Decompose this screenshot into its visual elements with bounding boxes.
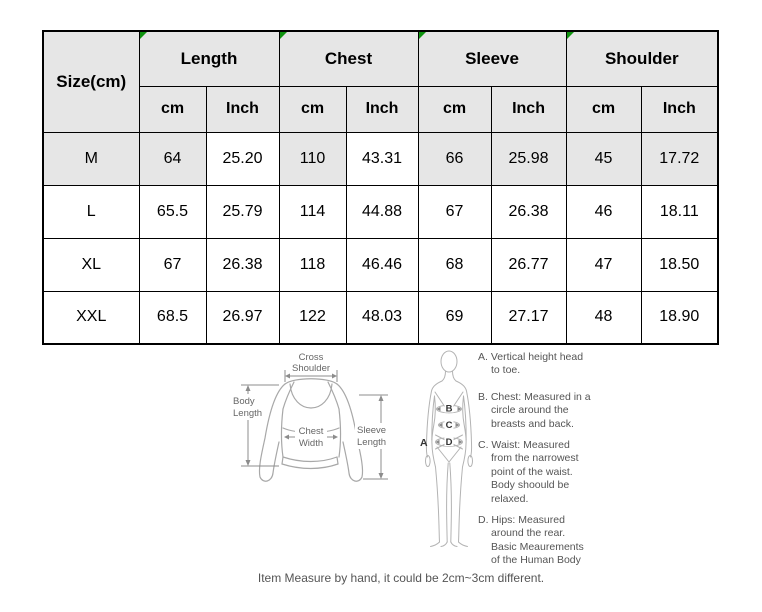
data-cell: 67 bbox=[417, 184, 492, 239]
sleeve-length-label-line2: Length bbox=[357, 437, 386, 448]
data-cell: 26.77 bbox=[490, 237, 567, 292]
shirt-measure-diagram: Cross Shoulder Body Length Chest Width bbox=[232, 352, 391, 482]
data-cell: 26.97 bbox=[205, 290, 280, 345]
col-header-chest-label: Chest bbox=[324, 48, 373, 68]
data-cell: 68.5 bbox=[138, 290, 207, 345]
body-length-label-line2: Length bbox=[233, 408, 262, 419]
data-cell: 67 bbox=[138, 237, 207, 292]
header-row-groups: Size(cm) Length Chest Sleeve Shoulder bbox=[42, 30, 719, 133]
data-cell: 18.11 bbox=[640, 184, 719, 239]
data-cell: 18.90 bbox=[640, 290, 719, 345]
cell-corner-marker bbox=[419, 32, 426, 39]
table-row-xl: XL 67 26.38 118 46.46 68 26.77 47 18.50 bbox=[42, 237, 719, 292]
unit-header-inch: Inch bbox=[640, 85, 719, 133]
data-cell: 48 bbox=[565, 290, 642, 345]
hips-marker-label: D bbox=[446, 437, 453, 448]
data-cell: 46 bbox=[565, 184, 642, 239]
data-cell: 45 bbox=[565, 131, 642, 186]
data-cell: 26.38 bbox=[490, 184, 567, 239]
header-row-units: cm Inch cm Inch cm Inch cm Inch bbox=[43, 85, 719, 133]
chest-width-measure: Chest Width bbox=[284, 425, 338, 449]
cell-corner-marker bbox=[567, 32, 574, 39]
chest-width-label-line1: Chest bbox=[299, 426, 324, 437]
chest-width-label-line2: Width bbox=[299, 438, 323, 449]
body-length-measure: Body Length bbox=[232, 384, 279, 467]
figure-measure-markers: B C D A bbox=[420, 403, 463, 449]
data-cell: 43.31 bbox=[345, 131, 419, 186]
col-header-chest: Chest bbox=[278, 30, 419, 87]
col-header-shoulder: Shoulder bbox=[565, 30, 719, 87]
cell-corner-marker bbox=[280, 32, 287, 39]
data-cell: 66 bbox=[417, 131, 492, 186]
unit-header-inch: Inch bbox=[205, 85, 280, 133]
measure-note-waist: C. Waist: Measured from the narrowest po… bbox=[478, 439, 579, 505]
data-cell: 46.46 bbox=[345, 237, 419, 292]
unit-header-cm: cm bbox=[138, 85, 207, 133]
table-row-xxl: XXL 68.5 26.97 122 48.03 69 27.17 48 18.… bbox=[42, 290, 719, 345]
sleeve-length-label-line1: Sleeve bbox=[357, 425, 386, 436]
size-cell: XXL bbox=[42, 290, 140, 345]
data-cell: 25.20 bbox=[205, 131, 280, 186]
data-cell: 27.17 bbox=[490, 290, 567, 345]
unit-header-inch: Inch bbox=[345, 85, 419, 133]
data-cell: 69 bbox=[417, 290, 492, 345]
col-header-sleeve-label: Sleeve bbox=[465, 48, 519, 68]
measure-disclaimer: Item Measure by hand, it could be 2cm~3c… bbox=[257, 571, 545, 585]
data-cell: 68 bbox=[417, 237, 492, 292]
body-outline bbox=[425, 350, 474, 547]
data-cell: 114 bbox=[278, 184, 347, 239]
data-cell: 25.98 bbox=[490, 131, 567, 186]
body-length-label-line1: Body bbox=[233, 396, 255, 407]
measure-note-chest: B. Chest: Measured in a circle around th… bbox=[478, 390, 591, 430]
waist-marker-label: C bbox=[446, 420, 453, 431]
col-header-shoulder-label: Shoulder bbox=[604, 48, 679, 68]
unit-header-cm: cm bbox=[565, 85, 642, 133]
size-column-header: Size(cm) bbox=[42, 30, 140, 133]
size-table: Size(cm) Length Chest Sleeve Shoulder cm… bbox=[42, 30, 720, 345]
height-marker-label: A bbox=[420, 437, 428, 449]
measurement-notes: A. Vertical height head to toe. B. Chest… bbox=[478, 351, 596, 568]
body-figure-diagram: B C D A bbox=[420, 350, 474, 547]
data-cell: 48.03 bbox=[345, 290, 419, 345]
col-header-length-label: Length bbox=[180, 48, 238, 68]
data-cell: 64 bbox=[138, 131, 207, 186]
data-cell: 118 bbox=[278, 237, 347, 292]
size-cell: L bbox=[42, 184, 140, 239]
chest-marker-label: B bbox=[446, 404, 453, 415]
cross-shoulder-label-line1: Cross bbox=[299, 352, 324, 363]
data-cell: 44.88 bbox=[345, 184, 419, 239]
unit-header-inch: Inch bbox=[490, 85, 567, 133]
cell-corner-marker bbox=[140, 32, 147, 39]
data-cell: 47 bbox=[565, 237, 642, 292]
size-cell: M bbox=[42, 131, 140, 186]
sleeve-length-measure: Sleeve Length bbox=[355, 394, 391, 480]
data-cell: 18.50 bbox=[640, 237, 719, 292]
data-cell: 17.72 bbox=[640, 131, 719, 186]
data-cell: 25.79 bbox=[205, 184, 280, 239]
data-cell: 65.5 bbox=[138, 184, 207, 239]
size-cell: XL bbox=[42, 237, 140, 292]
cross-shoulder-measure: Cross Shoulder bbox=[284, 352, 338, 382]
col-header-sleeve: Sleeve bbox=[417, 30, 567, 87]
col-header-length: Length bbox=[138, 30, 280, 87]
unit-header-cm: cm bbox=[417, 85, 492, 133]
cross-shoulder-label-line2: Shoulder bbox=[292, 363, 330, 374]
data-cell: 26.38 bbox=[205, 237, 280, 292]
unit-header-cm: cm bbox=[278, 85, 347, 133]
data-cell: 110 bbox=[278, 131, 347, 186]
measure-note-hips: D. Hips: Measured around the rear. Basic… bbox=[478, 514, 584, 567]
table-row-l: L 65.5 25.79 114 44.88 67 26.38 46 18.11 bbox=[42, 184, 719, 239]
table-row-m: M 64 25.20 110 43.31 66 25.98 45 17.72 bbox=[42, 131, 719, 186]
data-cell: 122 bbox=[278, 290, 347, 345]
measure-note-height: A. Vertical height head to toe. bbox=[478, 351, 584, 377]
